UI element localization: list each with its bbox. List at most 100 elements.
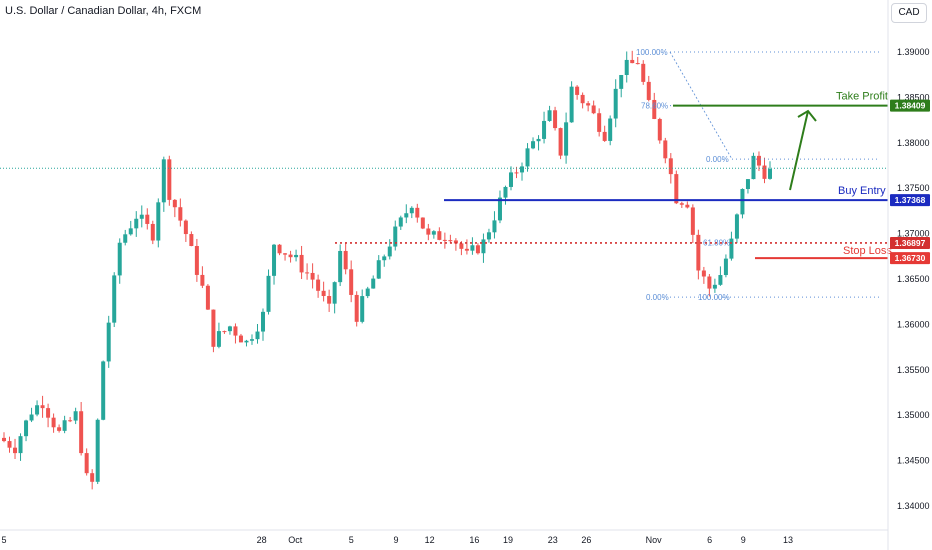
- candle-body: [211, 309, 216, 347]
- candle-body: [112, 275, 117, 323]
- candle-body: [415, 207, 420, 218]
- candle-body: [84, 453, 89, 474]
- candle-body: [167, 159, 172, 200]
- candle-body: [365, 288, 370, 297]
- candle-body: [553, 110, 558, 129]
- chart-title: U.S. Dollar / Canadian Dollar, 4h, FXCM: [5, 5, 202, 17]
- currency-button[interactable]: CAD: [891, 3, 927, 23]
- candle-body: [73, 411, 78, 421]
- candle-body: [420, 217, 425, 229]
- time-tick-label: 23: [548, 535, 558, 545]
- time-tick-label: 9: [393, 535, 398, 545]
- candle-body: [305, 272, 310, 274]
- candle-body: [475, 245, 480, 254]
- candle-body: [79, 411, 84, 454]
- candle-body: [718, 275, 723, 285]
- candle-body: [751, 155, 756, 180]
- fib-retracement-label: 100.00%: [636, 48, 668, 57]
- price-tag: [890, 236, 930, 249]
- price-tag-label: 1.38409: [895, 101, 926, 111]
- candle-body: [602, 131, 607, 141]
- candle-body: [266, 275, 271, 312]
- time-axis[interactable]: 5 28 Oct 5 9 12 16 19 23 26 Nov 6 9 13: [0, 529, 888, 545]
- candle-body: [222, 331, 227, 333]
- price-tick-label: 1.36500: [897, 274, 930, 284]
- fib-extension-label: 100.00%: [698, 293, 730, 302]
- buy-entry-label: Buy Entry: [838, 185, 886, 197]
- candle-body: [13, 447, 18, 454]
- candle-body: [586, 103, 591, 106]
- candle-body: [613, 88, 618, 119]
- take-profit-label: Take Profit: [836, 91, 888, 103]
- candle-body: [150, 223, 155, 241]
- candle-body: [360, 296, 365, 322]
- up-arrow-shaft: [789, 110, 809, 191]
- candle-body: [288, 254, 293, 258]
- candle-body: [641, 63, 646, 82]
- candle-body: [189, 234, 194, 247]
- candle-body: [40, 405, 45, 409]
- candle-body: [707, 276, 712, 289]
- candle-body: [277, 244, 282, 254]
- candle-body: [393, 226, 398, 247]
- time-tick-label: 5: [1, 535, 6, 545]
- price-tick-label: 1.35500: [897, 365, 930, 375]
- up-arrow-head: [797, 109, 817, 122]
- candle-body: [542, 120, 547, 139]
- candle-body: [734, 214, 739, 239]
- candle-body: [95, 419, 100, 482]
- candle-body: [712, 284, 717, 289]
- candle-body: [536, 138, 541, 142]
- candle-body: [68, 420, 73, 422]
- time-tick-label: 9: [741, 535, 746, 545]
- time-tick-label: 13: [783, 535, 793, 545]
- candle-body: [46, 408, 51, 418]
- candle-body: [139, 214, 144, 219]
- candle-body: [178, 207, 183, 221]
- price-tag-label: 1.36897: [895, 238, 926, 248]
- fib-retracement-label: 0.00%: [706, 155, 729, 164]
- candle-body: [35, 405, 40, 415]
- candle-body: [740, 189, 745, 215]
- candle-body: [200, 274, 205, 286]
- candle-body: [2, 437, 6, 442]
- candle-body: [558, 128, 563, 156]
- price-tag: [890, 194, 930, 207]
- candle-body: [371, 278, 376, 289]
- price-tag-label: 1.36730: [895, 253, 926, 263]
- price-tick-label: 1.35000: [897, 410, 930, 420]
- candle-body: [464, 248, 469, 251]
- candle-body: [459, 243, 464, 249]
- candle-body: [762, 165, 767, 179]
- candle-body: [134, 218, 139, 229]
- candle-body: [591, 105, 596, 114]
- candle-body: [338, 250, 343, 283]
- candle-body: [294, 254, 299, 258]
- candle-body: [497, 197, 502, 221]
- candle-body: [272, 244, 277, 276]
- candle-body: [597, 113, 602, 132]
- candle-body: [398, 217, 403, 227]
- candle-body: [768, 168, 772, 179]
- candle-body: [349, 269, 354, 295]
- candle-body: [453, 240, 458, 244]
- candle-body: [481, 239, 486, 254]
- price-tick-label: 1.36000: [897, 319, 930, 329]
- candle-body: [205, 285, 210, 310]
- price-tag: [890, 99, 930, 112]
- time-tick-label: 19: [503, 535, 513, 545]
- candle-body: [442, 239, 447, 241]
- time-tick-label: Nov: [646, 535, 663, 545]
- fib-retracement-label: 78.60%: [641, 102, 668, 111]
- candle-body: [387, 246, 392, 257]
- price-tick-label: 1.34000: [897, 501, 930, 511]
- candle-body: [332, 282, 337, 304]
- candle-body: [470, 245, 475, 251]
- candle-body: [183, 220, 188, 235]
- candle-body: [663, 140, 668, 159]
- price-axis[interactable]: 1.39000 1.38500 1.38000 1.37500 1.37000 1.365…: [887, 0, 930, 550]
- candle-body: [729, 238, 734, 259]
- candle-body: [283, 253, 288, 255]
- candle-body: [7, 441, 12, 448]
